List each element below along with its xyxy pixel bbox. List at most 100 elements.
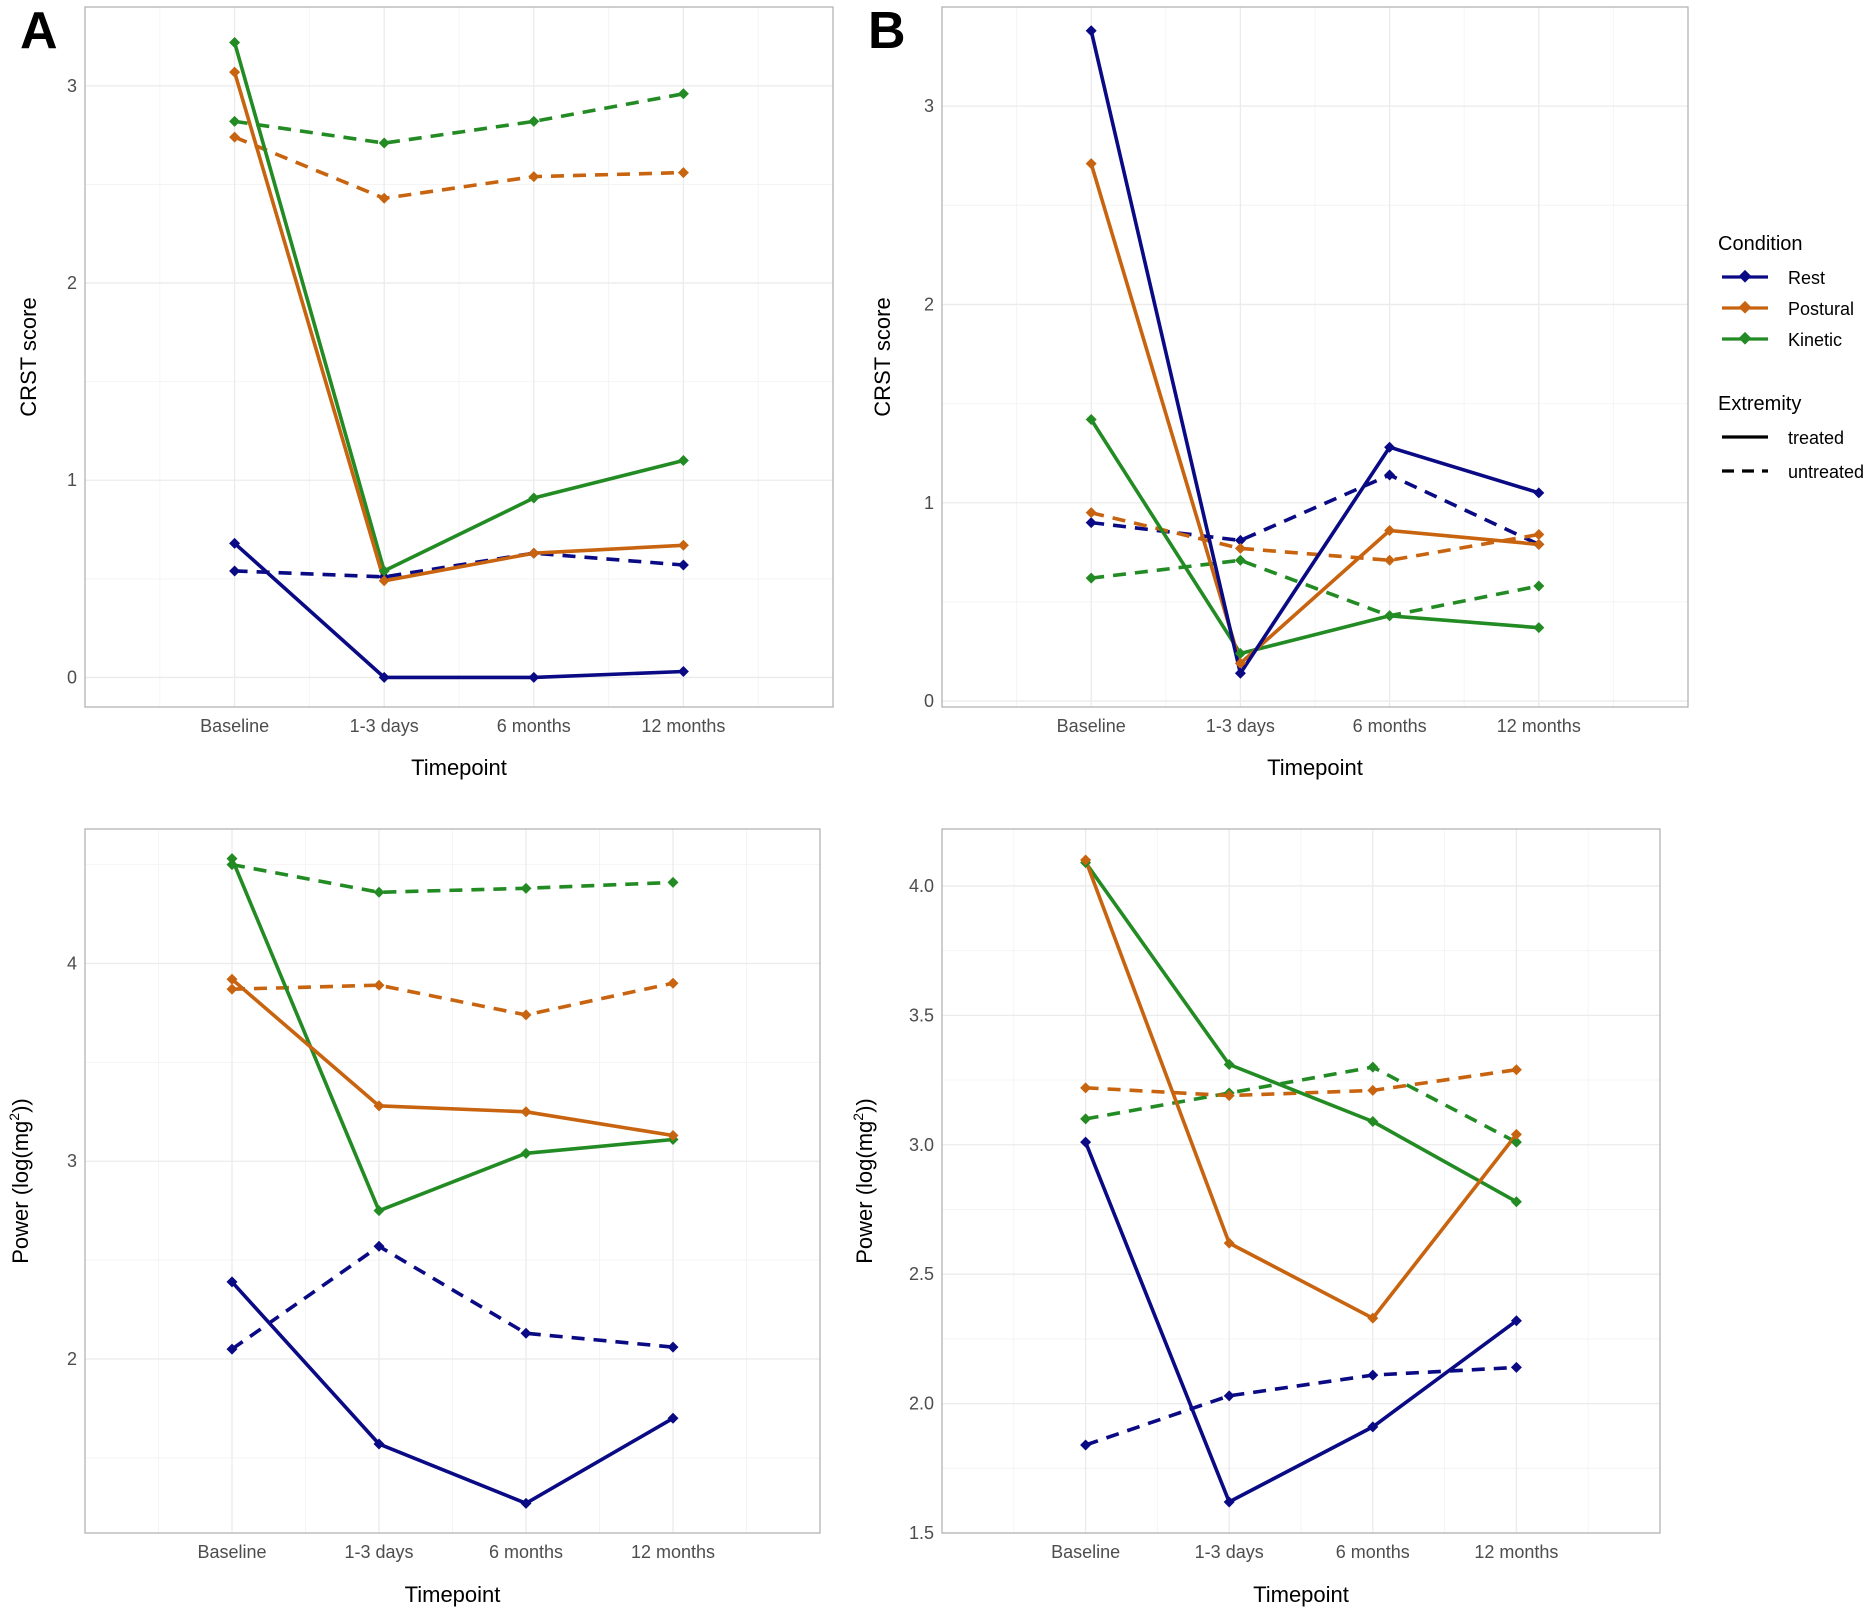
point-postural-treated bbox=[1533, 538, 1545, 550]
series-line-rest-untreated bbox=[230, 1244, 674, 1351]
point-rest-treated bbox=[1223, 1496, 1235, 1508]
point-rest-treated bbox=[677, 666, 689, 678]
point-kinetic-treated bbox=[1510, 1196, 1522, 1208]
point-postural-treated bbox=[1085, 158, 1097, 170]
point-kinetic-untreated bbox=[226, 859, 238, 871]
y-tick-label: 2 bbox=[924, 294, 934, 314]
point-kinetic-treated bbox=[1085, 413, 1097, 425]
series-line-kinetic-untreated bbox=[231, 862, 674, 895]
point-postural-treated bbox=[226, 973, 238, 985]
point-rest-treated bbox=[1080, 1136, 1092, 1148]
point-postural-untreated bbox=[1384, 554, 1396, 566]
point-kinetic-untreated bbox=[1085, 572, 1097, 584]
x-axis-title: Timepoint bbox=[411, 755, 507, 780]
series-line-rest-treated bbox=[1089, 30, 1540, 676]
series-line-postural-treated bbox=[1089, 163, 1539, 666]
x-tick-label: 12 months bbox=[641, 716, 725, 736]
series-line-postural-untreated bbox=[231, 981, 674, 1017]
series-line-postural-treated bbox=[232, 71, 684, 583]
point-postural-untreated bbox=[373, 979, 385, 991]
point-postural-untreated bbox=[226, 983, 238, 995]
legend-condition-title: Condition bbox=[1718, 233, 1803, 255]
series-line-rest-untreated bbox=[234, 551, 684, 579]
legend-label-treated: treated bbox=[1788, 428, 1844, 448]
legend-label-kinetic: Kinetic bbox=[1788, 330, 1842, 350]
point-rest-untreated bbox=[1085, 517, 1097, 529]
point-postural-treated bbox=[378, 575, 390, 587]
series-line-kinetic-treated bbox=[230, 858, 674, 1213]
point-rest-treated bbox=[520, 1497, 532, 1509]
point-rest-treated bbox=[229, 537, 241, 549]
point-kinetic-treated bbox=[373, 1205, 385, 1217]
x-axis-title: Timepoint bbox=[405, 1582, 501, 1607]
series-line-kinetic-treated bbox=[1089, 418, 1539, 656]
point-postural-untreated bbox=[1533, 528, 1545, 540]
panel-letter-a: A bbox=[20, 2, 58, 60]
x-tick-label: 6 months bbox=[497, 716, 571, 736]
series-line-rest-untreated bbox=[1085, 1365, 1517, 1447]
point-rest-treated bbox=[1085, 25, 1097, 37]
point-rest-untreated bbox=[1234, 534, 1246, 546]
point-rest-untreated bbox=[520, 1327, 532, 1339]
chart-a-crst: 0 1 2 3 Baseline 1-3 days 6 months 12 months Tim… bbox=[16, 6, 834, 780]
point-rest-untreated bbox=[226, 1343, 238, 1355]
y-tick-label: 0 bbox=[924, 691, 934, 711]
point-postural-untreated bbox=[677, 167, 689, 179]
point-kinetic-untreated bbox=[528, 115, 540, 127]
point-postural-treated bbox=[373, 1100, 385, 1112]
y-axis-title: Power (log(mg2)) bbox=[850, 1098, 877, 1264]
series-line-kinetic-untreated bbox=[1090, 558, 1540, 618]
point-postural-untreated bbox=[528, 171, 540, 183]
point-kinetic-untreated bbox=[373, 886, 385, 898]
point-postural-untreated bbox=[520, 1009, 532, 1021]
series-line-kinetic-treated bbox=[232, 42, 684, 573]
point-rest-treated bbox=[1234, 667, 1246, 679]
point-rest-untreated bbox=[677, 559, 689, 571]
y-tick-label: 1 bbox=[924, 493, 934, 513]
point-postural-untreated bbox=[1367, 1084, 1379, 1096]
x-tick-label: 6 months bbox=[1336, 1542, 1410, 1562]
point-postural-untreated bbox=[1080, 1082, 1092, 1094]
point-postural-treated bbox=[667, 1130, 679, 1142]
y-axis-title: Power (log(mg2)) bbox=[6, 1098, 33, 1264]
series-group bbox=[1085, 25, 1545, 679]
series-line-kinetic-treated bbox=[1084, 861, 1518, 1204]
legend-extremity-title: Extremity bbox=[1718, 393, 1801, 415]
x-tick-label: 1-3 days bbox=[350, 716, 419, 736]
point-postural-treated bbox=[1384, 525, 1396, 537]
point-rest-untreated bbox=[1080, 1439, 1092, 1451]
legend-key-postural bbox=[1722, 300, 1768, 314]
point-postural-treated bbox=[528, 547, 540, 559]
y-axis-title: CRST score bbox=[16, 297, 41, 416]
panel-letter-b: B bbox=[868, 2, 906, 60]
panel-border bbox=[941, 6, 1689, 708]
y-tick-label: 3.5 bbox=[909, 1005, 934, 1025]
point-kinetic-treated bbox=[1367, 1115, 1379, 1127]
y-tick-label: 0 bbox=[67, 667, 77, 687]
y-tick-label: 3.0 bbox=[909, 1135, 934, 1155]
point-postural-untreated bbox=[667, 977, 679, 989]
series-line-rest-treated bbox=[230, 1280, 674, 1506]
y-tick-label: 1.5 bbox=[909, 1523, 934, 1543]
series-line-postural-untreated bbox=[1090, 510, 1540, 563]
y-tick-label: 2 bbox=[67, 273, 77, 293]
x-tick-label: 1-3 days bbox=[1206, 716, 1275, 736]
point-kinetic-untreated bbox=[1510, 1136, 1522, 1148]
point-kinetic-treated bbox=[378, 565, 390, 577]
point-postural-treated bbox=[677, 539, 689, 551]
point-kinetic-untreated bbox=[520, 882, 532, 894]
point-postural-untreated bbox=[1510, 1064, 1522, 1076]
point-kinetic-untreated bbox=[1234, 554, 1246, 566]
y-tick-label: 2.5 bbox=[909, 1264, 934, 1284]
series-group bbox=[229, 36, 689, 683]
point-postural-untreated bbox=[1234, 542, 1246, 554]
point-rest-untreated bbox=[1384, 469, 1396, 481]
point-rest-treated bbox=[528, 671, 540, 683]
x-tick-label: 1-3 days bbox=[344, 1542, 413, 1562]
x-tick-label: Baseline bbox=[1051, 1542, 1120, 1562]
series-line-postural-untreated bbox=[1085, 1067, 1517, 1098]
chart-a-power: 2 3 4 Baseline 1-3 days 6 months 12 months Time… bbox=[6, 828, 821, 1607]
point-kinetic-treated bbox=[528, 492, 540, 504]
x-tick-label: 6 months bbox=[489, 1542, 563, 1562]
panel-border bbox=[84, 828, 821, 1534]
